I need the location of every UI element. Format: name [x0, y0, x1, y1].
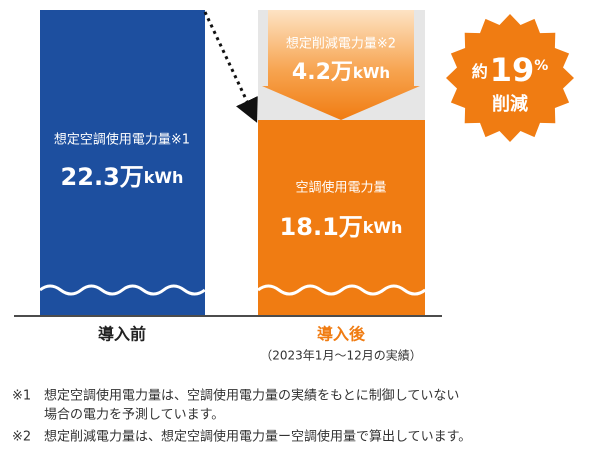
- before-label: 想定空調使用電力量※1: [54, 132, 190, 148]
- break-wave: [39, 284, 206, 296]
- note-line: 想定削減電力量は、想定空調使用電力量ー空調使用量で算出しています。: [44, 429, 471, 445]
- after-caption: 導入後: [317, 325, 366, 344]
- reduction-value: 4.2万kWh: [292, 60, 390, 85]
- note-mark: ※1: [12, 389, 31, 404]
- before-value: 22.3万kWh: [61, 163, 184, 191]
- before-caption: 導入前: [98, 325, 146, 344]
- after-label: 空調使用電力量: [295, 180, 386, 196]
- note-mark: ※2: [12, 430, 31, 445]
- badge-value: 約19%: [472, 51, 549, 89]
- badge-text: 削減: [492, 93, 528, 115]
- after-period: （2023年1月～12月の実績）: [260, 348, 421, 363]
- after-bar: [258, 120, 425, 315]
- reduction-label: 想定削減電力量※2: [286, 36, 396, 52]
- reduction-arrow: [262, 10, 420, 120]
- badge-burst: [446, 14, 574, 142]
- dotted-arrow: [203, 11, 258, 123]
- note-line: 場合の電力を予測しています。: [44, 408, 224, 423]
- note-line: 想定空調使用電力量は、空調使用電力量の実績をもとに制御していない: [44, 388, 459, 404]
- break-wave: [257, 284, 427, 296]
- before-bar: [40, 10, 205, 315]
- after-value: 18.1万kWh: [280, 213, 403, 241]
